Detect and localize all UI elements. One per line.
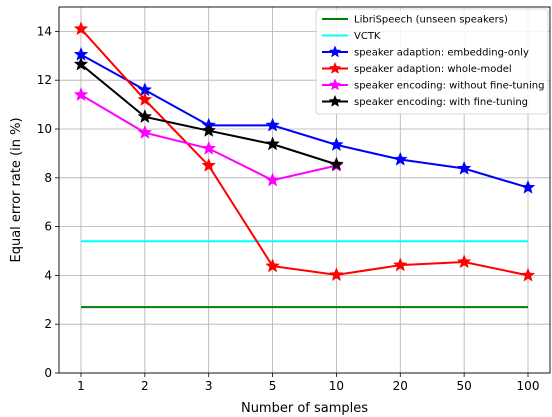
legend-box xyxy=(315,8,549,115)
legend-item: speaker adaption: embedding-only xyxy=(322,45,529,59)
legend-item: VCTK xyxy=(322,31,381,42)
x-tick-label: 2 xyxy=(141,379,149,393)
legend-label: speaker adaption: embedding-only xyxy=(354,48,529,59)
data-point xyxy=(73,87,89,102)
y-tick-label: 10 xyxy=(37,122,52,136)
legend-label: VCTK xyxy=(354,31,381,42)
plot-area-frame xyxy=(58,6,551,374)
legend-label: speaker encoding: with fine-tuning xyxy=(354,97,528,108)
y-tick-label: 14 xyxy=(37,24,52,38)
data-point xyxy=(456,254,472,269)
legend-marker xyxy=(328,78,342,91)
y-tick-label: 6 xyxy=(44,220,52,234)
data-point xyxy=(329,137,344,152)
legend-item: speaker adaption: whole-model xyxy=(322,61,512,75)
x-tick-label: 5 xyxy=(269,379,277,393)
legend-label: LibriSpeech (unseen speakers) xyxy=(354,15,508,26)
legend-item: LibriSpeech (unseen speakers) xyxy=(322,15,508,26)
legend-marker xyxy=(328,94,342,107)
data-point xyxy=(520,267,536,282)
legend-item: speaker encoding: without fine-tuning xyxy=(322,78,544,92)
y-axis-label: Equal error rate (in %) xyxy=(9,117,24,262)
data-point xyxy=(392,257,408,272)
data-point xyxy=(520,179,536,194)
series-5 xyxy=(73,56,344,171)
x-tick-label: 50 xyxy=(457,379,472,393)
data-point xyxy=(265,117,280,132)
series-line xyxy=(80,28,529,277)
data-point xyxy=(265,172,280,187)
y-tick-label: 8 xyxy=(44,171,52,185)
data-point xyxy=(201,157,217,172)
y-tick-label: 4 xyxy=(44,268,52,282)
data-point xyxy=(329,156,344,171)
legend-marker xyxy=(328,45,342,58)
y-tick-label: 12 xyxy=(37,73,52,87)
data-point xyxy=(137,109,153,124)
data-point xyxy=(73,21,89,36)
x-tick-label: 3 xyxy=(205,379,213,393)
data-point xyxy=(201,140,217,155)
x-tick-label: 1 xyxy=(77,379,85,393)
series-layer xyxy=(73,21,536,309)
data-point xyxy=(73,56,89,71)
data-point xyxy=(137,124,153,139)
x-axis-label: Number of samples xyxy=(241,401,368,416)
data-point xyxy=(456,160,472,175)
data-point xyxy=(265,258,280,273)
data-point xyxy=(265,136,280,151)
y-tick-label: 2 xyxy=(44,317,52,331)
y-axis-ticks: 0 2 4 6 8 10 12 14 xyxy=(37,24,59,380)
legend-item: speaker encoding: with fine-tuning xyxy=(322,94,528,108)
legend-label: speaker encoding: without fine-tuning xyxy=(354,81,544,92)
x-tick-label: 100 xyxy=(517,379,540,393)
x-tick-label: 10 xyxy=(329,379,344,393)
data-point xyxy=(329,267,344,282)
x-axis-ticks: 1 2 3 5 10 20 50 100 xyxy=(77,373,539,393)
y-tick-label: 0 xyxy=(44,366,52,380)
legend-label: speaker adaption: whole-model xyxy=(354,64,512,75)
series-line xyxy=(80,53,529,189)
x-tick-label: 20 xyxy=(393,379,408,393)
legend: LibriSpeech (unseen speakers) VCTK speaker… xyxy=(315,8,549,115)
series-3 xyxy=(73,21,536,282)
data-point xyxy=(392,151,408,166)
data-point xyxy=(137,92,153,106)
data-point xyxy=(201,123,217,137)
legend-marker xyxy=(328,61,342,74)
